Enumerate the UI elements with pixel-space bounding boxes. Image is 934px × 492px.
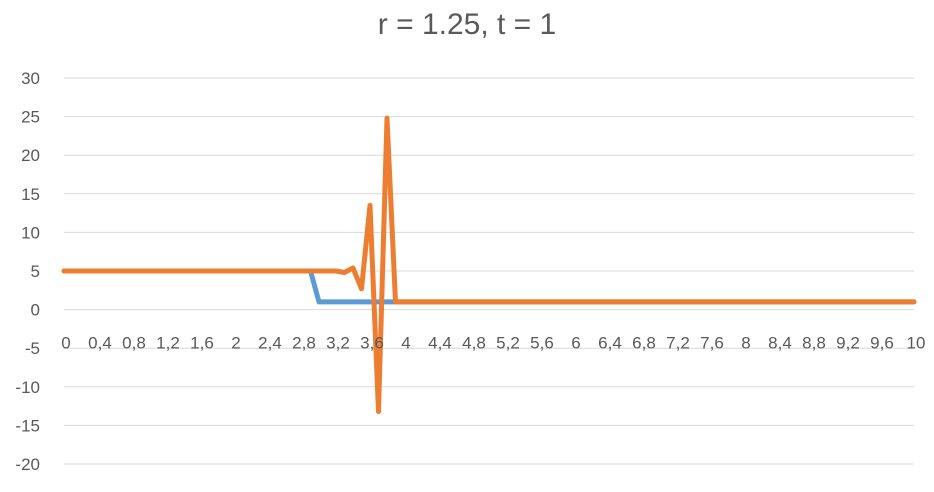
x-tick-label: 0 bbox=[61, 334, 70, 353]
x-tick-label: 1,6 bbox=[190, 334, 214, 353]
x-tick-label: 2,8 bbox=[292, 334, 316, 353]
x-axis-ticks: 0 0,4 0,8 1,2 1,6 2 2,4 2,8 3,2 3,6 4 4,4 4,8 5,2 5,6 6… bbox=[61, 334, 925, 353]
gridlines bbox=[64, 77, 914, 465]
x-tick-label: 9,6 bbox=[870, 334, 894, 353]
x-tick-label: 3,2 bbox=[326, 334, 350, 353]
x-tick-label: 8,4 bbox=[768, 334, 792, 353]
x-tick-label: 4 bbox=[401, 334, 410, 353]
x-tick-label: 5,6 bbox=[530, 334, 554, 353]
y-tick-label: -20 bbox=[15, 455, 40, 474]
series-lines bbox=[61, 115, 917, 414]
y-tick-label: 5 bbox=[31, 262, 40, 281]
y-tick-label: 30 bbox=[21, 69, 40, 88]
x-tick-label: 2 bbox=[231, 334, 240, 353]
x-tick-label: 4,8 bbox=[462, 334, 486, 353]
x-tick-label: 8,8 bbox=[802, 334, 826, 353]
y-axis-ticks: 30 25 20 15 10 5 0 -5 -10 -15 -20 bbox=[15, 69, 40, 474]
x-tick-label: 10 bbox=[907, 334, 926, 353]
x-tick-label: 2,4 bbox=[258, 334, 282, 353]
x-tick-label: 9,2 bbox=[836, 334, 860, 353]
y-tick-label: 10 bbox=[21, 223, 40, 242]
x-tick-label: 5,2 bbox=[496, 334, 520, 353]
series-line-1 bbox=[61, 268, 917, 305]
x-tick-label: 7,2 bbox=[666, 334, 690, 353]
x-tick-label: 8 bbox=[741, 334, 750, 353]
x-tick-label: 0,8 bbox=[122, 334, 146, 353]
series-line-2 bbox=[61, 115, 917, 414]
x-tick-label: 0,4 bbox=[88, 334, 112, 353]
y-tick-label: 25 bbox=[21, 108, 40, 127]
y-tick-label: -10 bbox=[15, 378, 40, 397]
x-tick-label: 6 bbox=[571, 334, 580, 353]
x-tick-label: 6,4 bbox=[598, 334, 622, 353]
y-tick-label: 20 bbox=[21, 146, 40, 165]
y-tick-label: 0 bbox=[31, 301, 40, 320]
x-tick-label: 3,6 bbox=[360, 334, 384, 353]
y-tick-label: -15 bbox=[15, 416, 40, 435]
y-tick-label: 15 bbox=[21, 185, 40, 204]
x-tick-label: 1,2 bbox=[156, 334, 180, 353]
chart-title: r = 1.25, t = 1 bbox=[377, 8, 557, 41]
x-tick-label: 6,8 bbox=[632, 334, 656, 353]
y-tick-label: -5 bbox=[25, 339, 40, 358]
x-tick-label: 7,6 bbox=[700, 334, 724, 353]
x-tick-label: 4,4 bbox=[428, 334, 452, 353]
